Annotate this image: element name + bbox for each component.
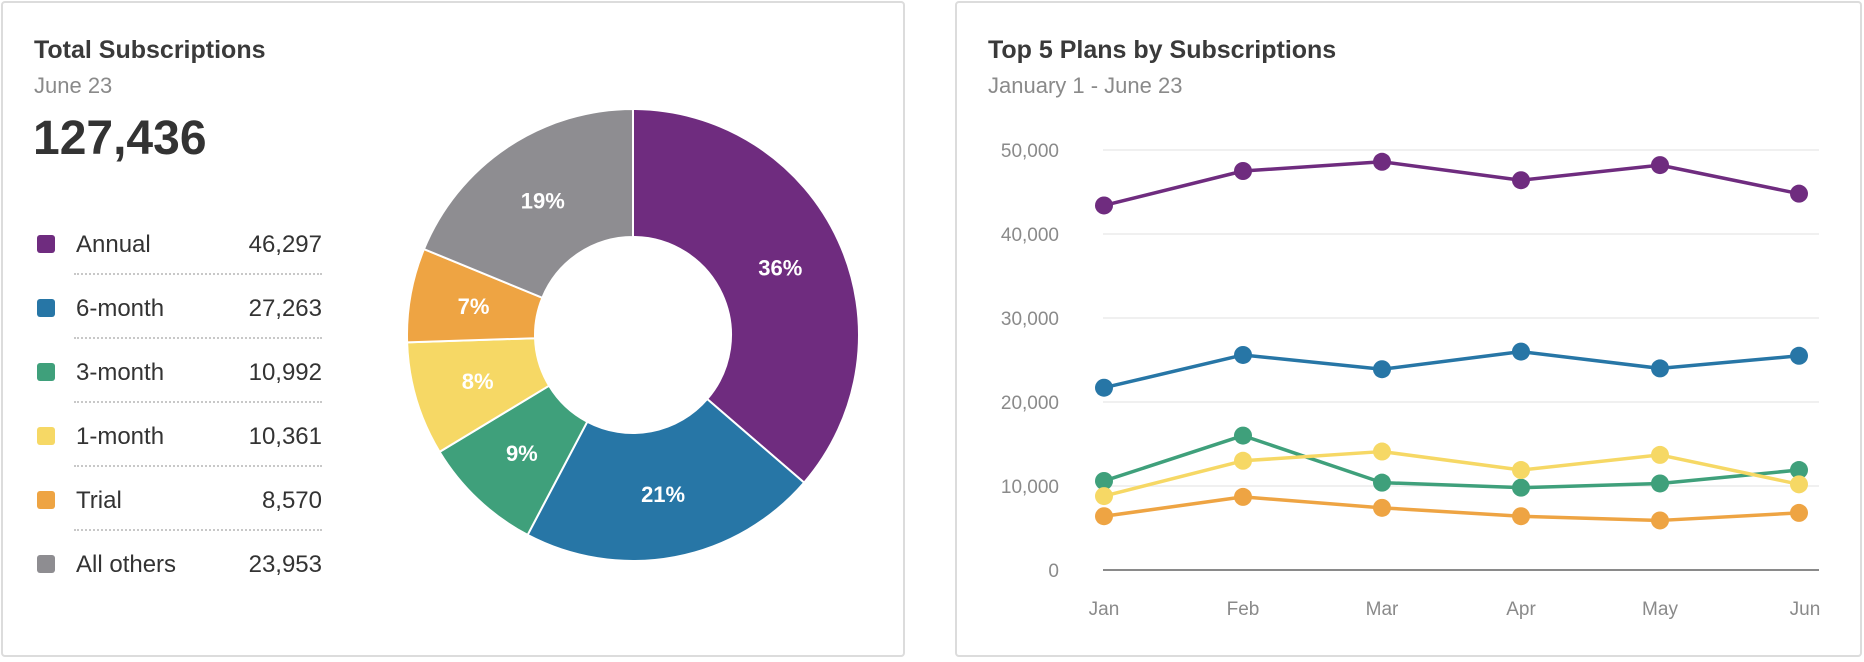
card-date: June 23	[34, 73, 113, 98]
legend-swatch	[37, 363, 55, 381]
data-point	[1373, 360, 1391, 379]
data-point	[1234, 162, 1252, 180]
data-point	[1512, 342, 1530, 361]
data-point	[1095, 471, 1113, 490]
data-point	[1095, 196, 1113, 215]
data-point	[1512, 507, 1530, 526]
slice-percent-label: 9%	[506, 441, 538, 466]
y-tick-label: 20,000	[1001, 393, 1059, 414]
data-point	[1095, 507, 1113, 526]
data-point	[1651, 445, 1669, 464]
legend-value: 10,992	[248, 359, 322, 386]
donut-slice-6-month	[526, 397, 806, 562]
y-tick-label: 50,000	[1001, 141, 1059, 162]
legend-value: 46,297	[248, 231, 322, 258]
data-point	[1651, 359, 1669, 378]
x-tick-label: Mar	[1366, 599, 1399, 620]
data-point	[1651, 156, 1669, 175]
top-plans-card: Top 5 Plans by Subscriptions January 1 -…	[955, 1, 1862, 657]
legend-value: 8,570	[261, 487, 322, 514]
data-point	[1512, 461, 1530, 480]
legend-divider	[74, 401, 322, 403]
data-point	[1651, 511, 1669, 530]
data-point	[1790, 503, 1808, 522]
legend-swatch	[37, 427, 55, 445]
series-line-0	[1103, 160, 1800, 208]
legend-value: 27,263	[248, 295, 322, 322]
y-tick-label: 40,000	[1001, 225, 1059, 246]
slice-percent-label: 7%	[458, 294, 490, 319]
data-point	[1234, 345, 1252, 364]
legend-value: 23,953	[248, 551, 322, 578]
data-point	[1790, 346, 1808, 365]
data-point	[1790, 461, 1808, 480]
x-tick-label: Jun	[1790, 599, 1821, 620]
data-point	[1234, 426, 1252, 445]
donut-chart: 36% 21% 9% 8% 7% 19%	[406, 107, 860, 562]
data-point	[1095, 487, 1113, 506]
data-point	[1373, 442, 1391, 461]
x-tick-label: Apr	[1506, 599, 1536, 620]
legend-item: 1-month 10,361	[34, 403, 322, 467]
legend-swatch	[37, 555, 55, 573]
legend-divider	[74, 273, 322, 275]
slice-percent-label: 19%	[521, 188, 565, 213]
legend-item: Annual 46,297	[34, 211, 322, 275]
total-count: 127,436	[33, 112, 207, 165]
data-point	[1373, 498, 1391, 517]
subscription-legend: Annual 46,297 6-month 27,263 3-month 10,992 1-…	[34, 211, 322, 595]
series-line-4	[1103, 495, 1800, 523]
data-point	[1651, 474, 1669, 493]
donut-slice-all-others	[422, 107, 634, 300]
series-line-2	[1103, 433, 1800, 490]
card-date-range: January 1 - June 23	[988, 73, 1183, 98]
card-title: Top 5 Plans by Subscriptions	[988, 36, 1337, 64]
legend-swatch	[37, 235, 55, 253]
slice-percent-label: 8%	[462, 369, 494, 394]
data-point	[1512, 171, 1530, 190]
legend-divider	[74, 465, 322, 467]
data-point	[1373, 473, 1391, 492]
legend-label: All others	[76, 551, 177, 578]
donut-slice-annual	[632, 107, 860, 485]
legend-item: 3-month 10,992	[34, 339, 322, 403]
x-tick-label: Feb	[1227, 599, 1260, 620]
legend-label: Trial	[76, 487, 122, 514]
series-line-3	[1103, 449, 1800, 498]
legend-item: Trial 8,570	[34, 467, 322, 531]
data-point	[1234, 487, 1252, 506]
slice-percent-label: 36%	[758, 256, 802, 281]
legend-item: 6-month 27,263	[34, 275, 322, 339]
y-tick-label: 0	[1048, 561, 1059, 582]
data-point	[1373, 152, 1391, 171]
legend-divider	[74, 529, 322, 531]
series-line-1	[1103, 349, 1800, 390]
card-title: Total Subscriptions	[34, 36, 266, 64]
legend-divider	[74, 337, 322, 339]
legend-label: 1-month	[76, 423, 165, 450]
legend-swatch	[37, 491, 55, 509]
legend-label: 3-month	[76, 359, 165, 386]
legend-label: 6-month	[76, 295, 165, 322]
data-point	[1512, 478, 1530, 497]
legend-value: 10,361	[248, 423, 322, 450]
legend-item: All others 23,953	[34, 531, 322, 595]
line-chart: 0 10,000 20,000 30,000 40,000 50,000 Jan Feb Mar…	[1001, 141, 1821, 620]
legend-label: Annual	[76, 231, 151, 258]
y-tick-label: 30,000	[1001, 309, 1059, 330]
slice-percent-label: 21%	[641, 482, 685, 507]
data-point	[1790, 475, 1808, 494]
total-subscriptions-card: Total Subscriptions June 23 127,436 Annu…	[1, 1, 905, 657]
x-tick-label: May	[1642, 599, 1678, 620]
data-point	[1095, 378, 1113, 397]
data-point	[1234, 451, 1252, 470]
legend-swatch	[37, 299, 55, 317]
y-tick-label: 10,000	[1001, 477, 1059, 498]
x-tick-label: Jan	[1089, 599, 1120, 620]
data-point	[1790, 184, 1808, 203]
